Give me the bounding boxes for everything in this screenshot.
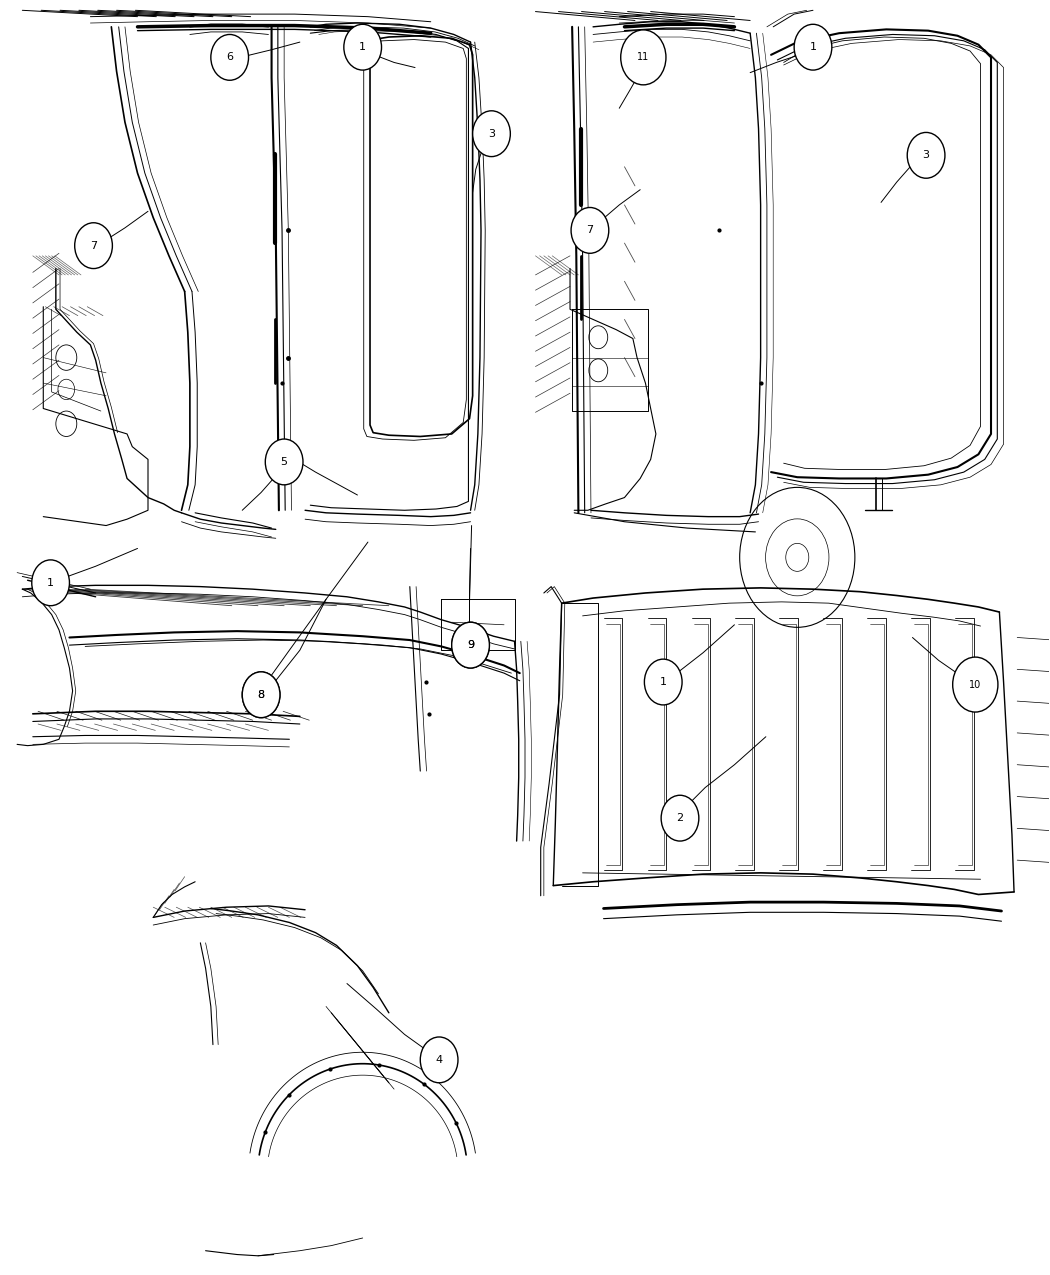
Circle shape — [32, 560, 69, 606]
Text: 2: 2 — [676, 813, 684, 824]
Text: 7: 7 — [90, 241, 97, 251]
Text: 1: 1 — [659, 677, 667, 687]
Text: 5: 5 — [280, 456, 288, 467]
Circle shape — [621, 29, 666, 85]
Text: 8: 8 — [257, 690, 265, 700]
Text: 7: 7 — [586, 226, 593, 236]
Circle shape — [794, 24, 832, 70]
Circle shape — [420, 1037, 458, 1082]
Text: 9: 9 — [467, 640, 475, 650]
Circle shape — [243, 672, 280, 718]
Text: 4: 4 — [436, 1054, 443, 1065]
Circle shape — [266, 439, 303, 484]
Text: 1: 1 — [810, 42, 817, 52]
Circle shape — [75, 223, 112, 269]
Circle shape — [571, 208, 609, 254]
Circle shape — [343, 24, 381, 70]
Text: 11: 11 — [637, 52, 650, 62]
Circle shape — [662, 796, 699, 842]
Text: 3: 3 — [488, 129, 495, 139]
Text: 3: 3 — [923, 150, 929, 161]
Text: 8: 8 — [257, 690, 265, 700]
Circle shape — [452, 622, 489, 668]
Text: 1: 1 — [359, 42, 366, 52]
Circle shape — [645, 659, 683, 705]
Circle shape — [472, 111, 510, 157]
Circle shape — [243, 672, 280, 718]
Circle shape — [211, 34, 249, 80]
Circle shape — [907, 133, 945, 178]
Text: 6: 6 — [226, 52, 233, 62]
Text: 10: 10 — [969, 680, 982, 690]
Text: 1: 1 — [47, 578, 55, 588]
Text: 9: 9 — [467, 640, 475, 650]
Circle shape — [452, 622, 489, 668]
Circle shape — [952, 657, 998, 711]
